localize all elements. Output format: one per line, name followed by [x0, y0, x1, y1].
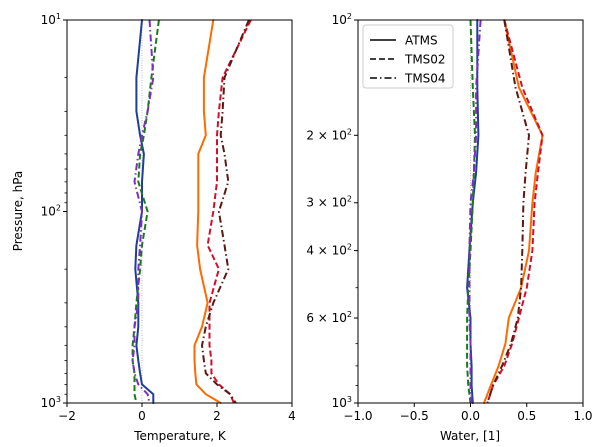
- temperature-panel: −2 0 2 4 101 102 103: [41, 12, 296, 423]
- legend-label: TMS02: [404, 53, 446, 67]
- y-tick-label: 101: [41, 12, 61, 27]
- series-line-tms02-green: [131, 19, 160, 404]
- legend-label: ATMS: [405, 34, 438, 48]
- y-tick-label: 103: [332, 395, 352, 410]
- y-tick-label: 4 × 102: [306, 243, 352, 258]
- x-tick-label: 0.0: [461, 409, 480, 423]
- series-line-atms-blue: [466, 19, 480, 404]
- series-line-tms04-brown: [201, 19, 250, 404]
- x-tick-label: −2: [58, 409, 76, 423]
- y-tick-label: 3 × 102: [306, 195, 352, 210]
- series-line-tms02-red: [486, 19, 544, 404]
- x-tick-label: −0.5: [400, 409, 429, 423]
- x-axis-label-water: Water, [1]: [440, 429, 500, 443]
- y-tick-label: 102: [332, 12, 352, 27]
- x-tick-label: 0.5: [517, 409, 536, 423]
- x-tick-label: 4: [288, 409, 296, 423]
- x-axis-label-temperature: Temperature, K: [133, 429, 227, 443]
- y-tick-label: 2 × 102: [306, 127, 352, 142]
- y-tick-label: 102: [41, 204, 61, 219]
- x-tick-label: −1.0: [343, 409, 372, 423]
- water-panel: −1.0 −0.5 0.0 0.5 1.0 102 2 × 102 3 × 102 4 × 10…: [306, 12, 592, 423]
- y-tick-label: 103: [41, 395, 61, 410]
- y-axis-label: Pressure, hPa: [11, 171, 25, 252]
- series-line-tms04-brown: [486, 19, 530, 404]
- x-tick-label: 0: [138, 409, 146, 423]
- axes-frame: [66, 19, 293, 404]
- legend: ATMS TMS02 TMS04: [362, 24, 454, 89]
- series-line-atms-blue: [134, 19, 155, 404]
- legend-label: TMS04: [404, 72, 446, 86]
- series-line-atms-orange: [193, 19, 222, 404]
- x-tick-label: 1.0: [573, 409, 592, 423]
- series-line-tms02-red: [206, 19, 252, 404]
- series-line-tms04-purple: [468, 19, 482, 404]
- series-line-tms04-purple: [131, 19, 155, 404]
- y-tick-label: 6 × 102: [306, 310, 352, 325]
- x-tick-label: 2: [213, 409, 221, 423]
